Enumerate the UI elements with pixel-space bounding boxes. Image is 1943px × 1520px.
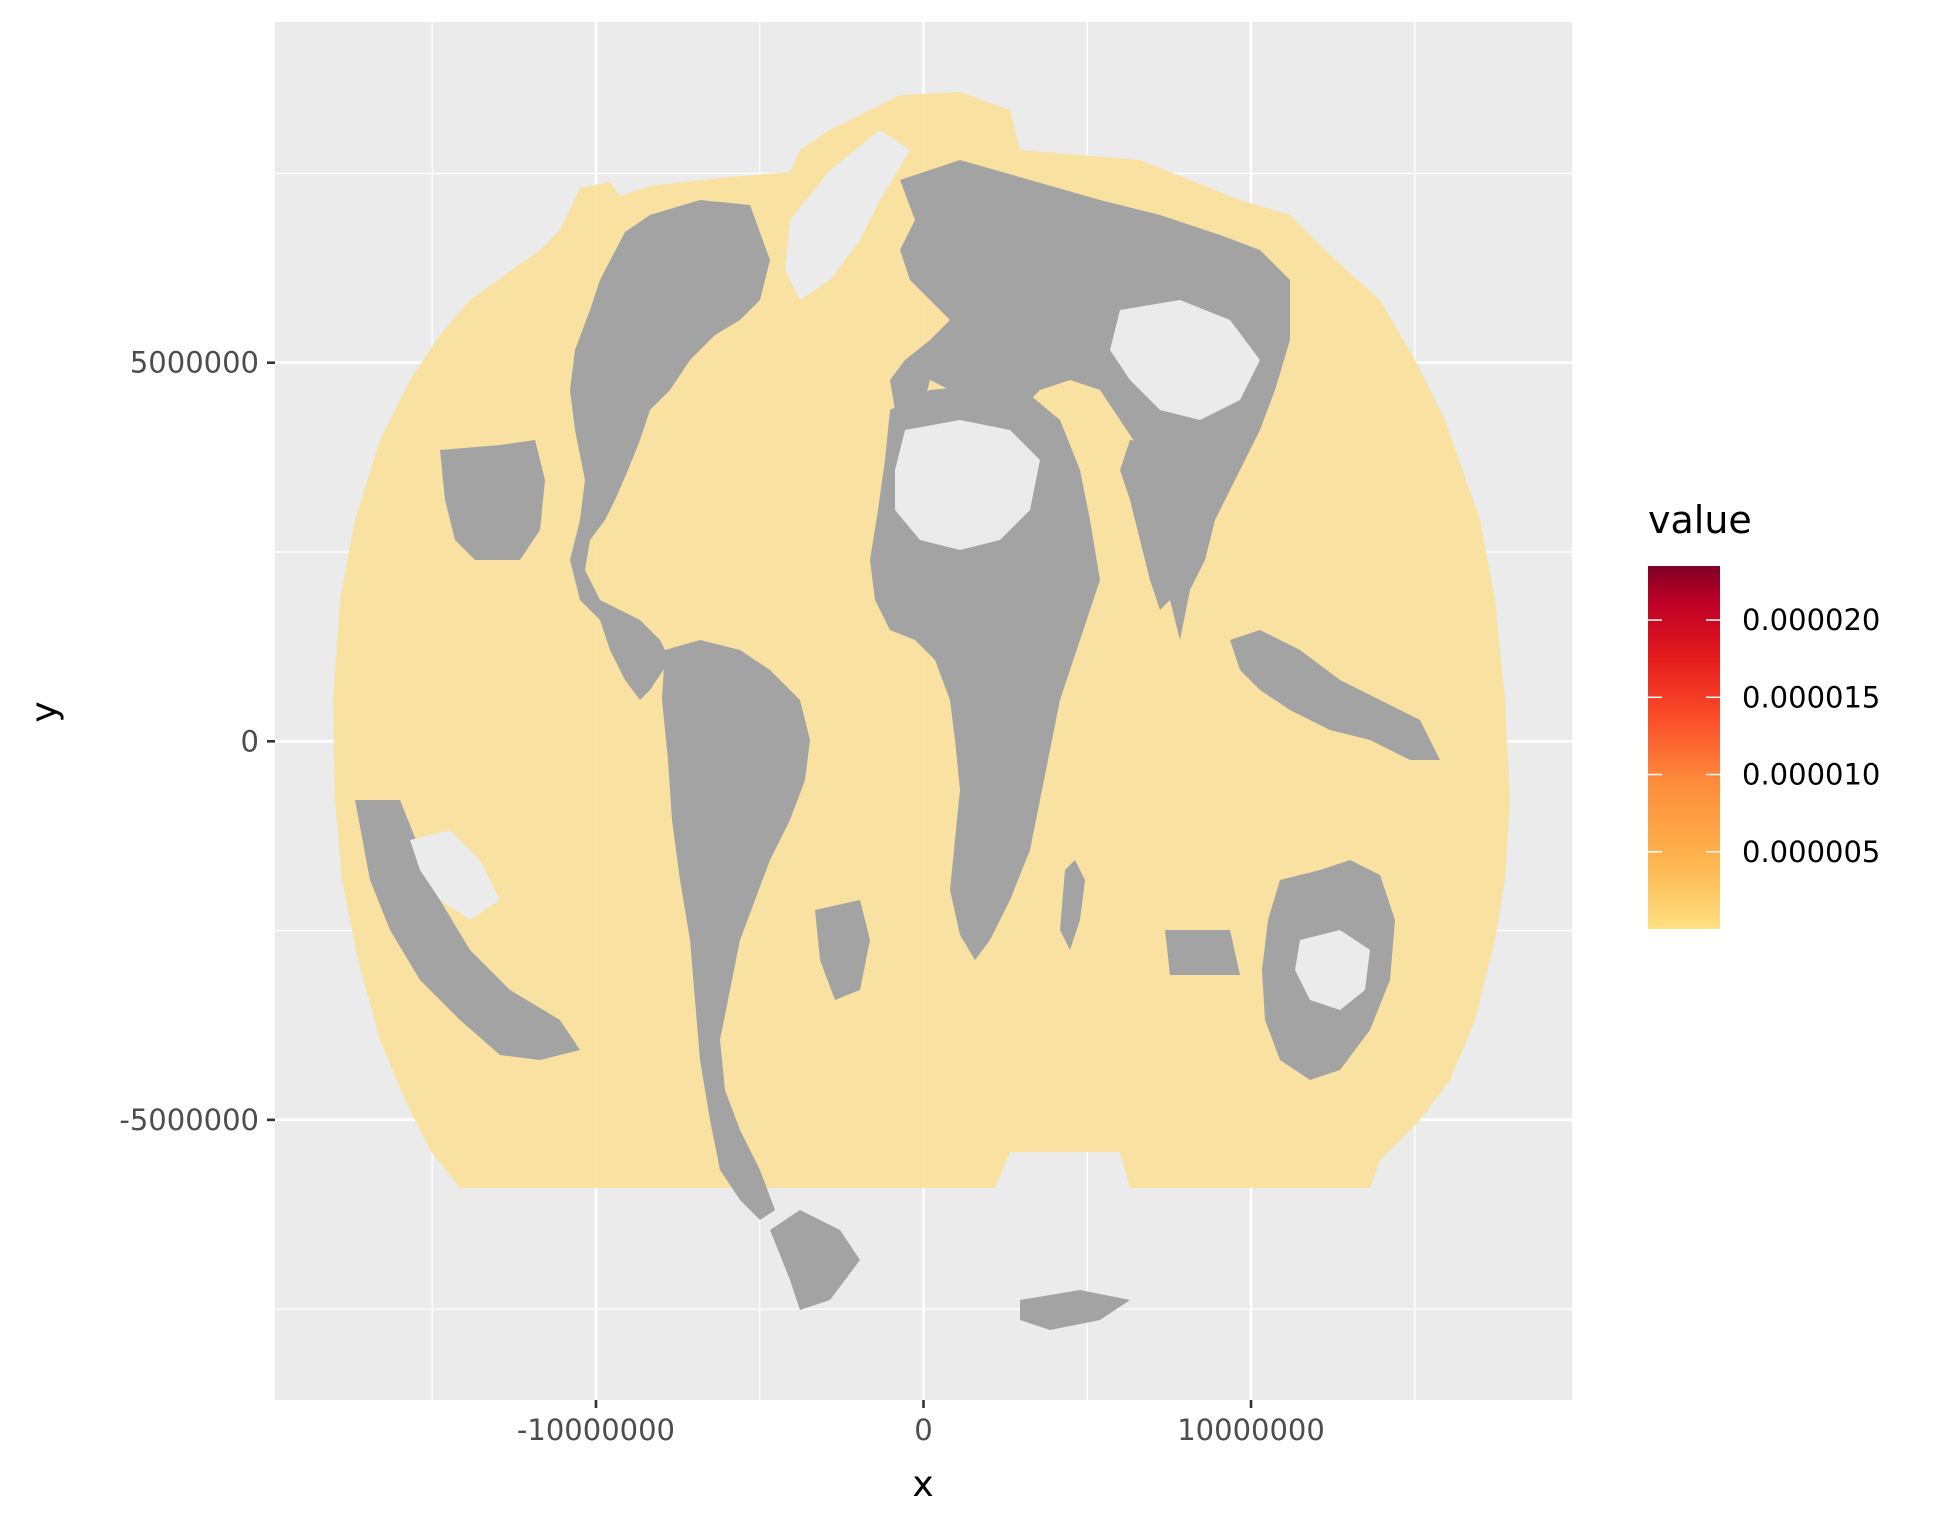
- land-pacific-gray-south: [355, 800, 580, 1060]
- y-tick-label-2: -5000000: [119, 1103, 259, 1137]
- land-pacific-gray-northwest: [440, 440, 545, 560]
- x-tick-label-0: -10000000: [517, 1413, 675, 1447]
- land-greenland: [785, 130, 910, 300]
- x-tick-label-2: 10000000: [1177, 1413, 1325, 1447]
- legend-colorbar: [1648, 566, 1720, 929]
- x-axis: -10000000 0 10000000: [517, 1400, 1325, 1447]
- land-north-america: [570, 200, 770, 700]
- legend-label-1: 0.000015: [1742, 680, 1880, 714]
- land-antarctica-east: [1020, 1290, 1130, 1330]
- x-tick-label-1: 0: [914, 1413, 932, 1447]
- legend-label-2: 0.000010: [1742, 758, 1880, 792]
- legend-title: value: [1648, 498, 1752, 542]
- legend: value 0.000020 0.000015 0.000010 0.000005: [1648, 498, 1880, 929]
- land-indian-gray-block: [1165, 930, 1240, 975]
- land-south-america: [662, 640, 810, 1220]
- land-antarctica: [770, 1210, 860, 1310]
- x-axis-title: x: [912, 1464, 933, 1505]
- land-southeast-asia-islands: [1230, 630, 1440, 760]
- land-madagascar: [1060, 860, 1085, 950]
- y-tick-label-1: 0: [241, 724, 259, 758]
- no-data-patches: [410, 300, 1370, 1010]
- legend-label-0: 0.000020: [1742, 603, 1880, 637]
- land-eurasia: [890, 160, 1290, 640]
- legend-label-3: 0.000005: [1742, 835, 1880, 869]
- land-india: [1120, 440, 1180, 610]
- legend-breaks: 0.000020 0.000015 0.000010 0.000005: [1648, 603, 1880, 869]
- map-layer: [333, 92, 1510, 1330]
- y-tick-label-0: 5000000: [130, 346, 259, 380]
- y-axis: 5000000 0 -5000000: [119, 346, 275, 1137]
- land-atlantic-gray: [815, 900, 870, 1000]
- y-axis-title: y: [24, 701, 65, 722]
